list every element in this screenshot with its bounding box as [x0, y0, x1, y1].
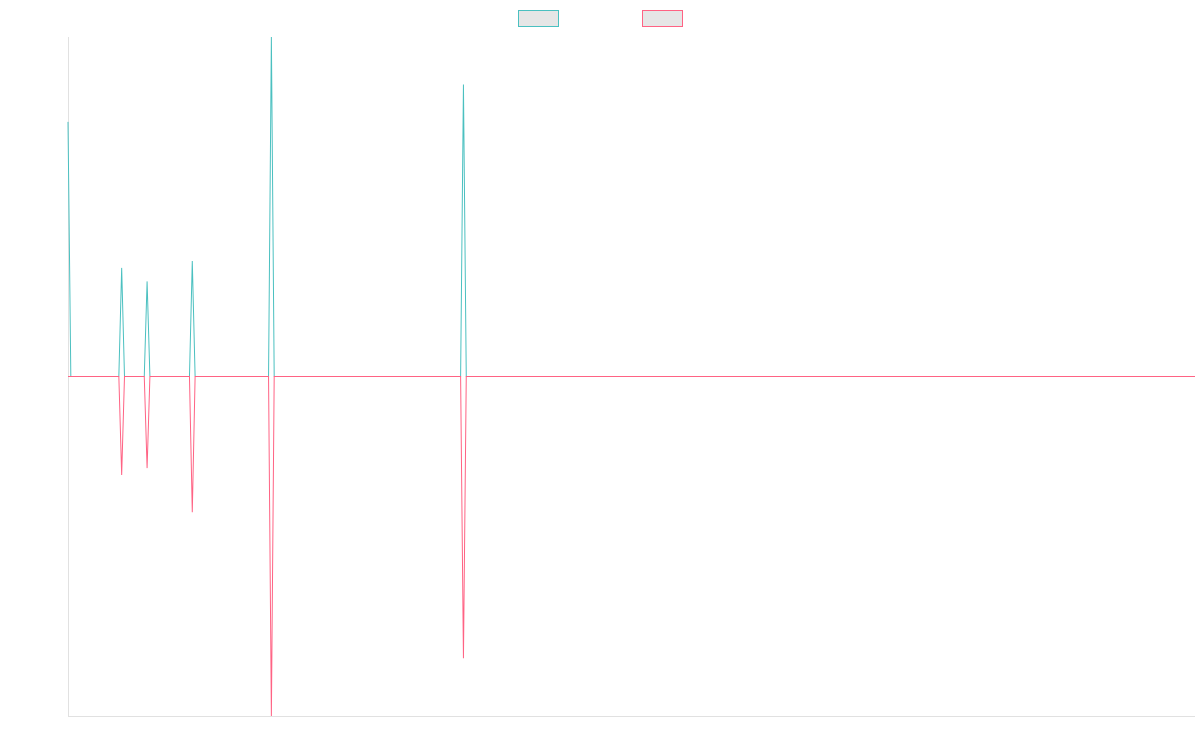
series-line-2 [68, 376, 1195, 717]
legend-swatch-1[interactable] [518, 10, 559, 27]
series-line-1 [67, 36, 1195, 377]
legend-item-1[interactable] [518, 10, 559, 27]
legend-swatch-2[interactable] [642, 10, 683, 27]
legend-item-2[interactable] [642, 10, 683, 27]
chart-legend [518, 10, 683, 27]
series-layer [67, 36, 1195, 717]
